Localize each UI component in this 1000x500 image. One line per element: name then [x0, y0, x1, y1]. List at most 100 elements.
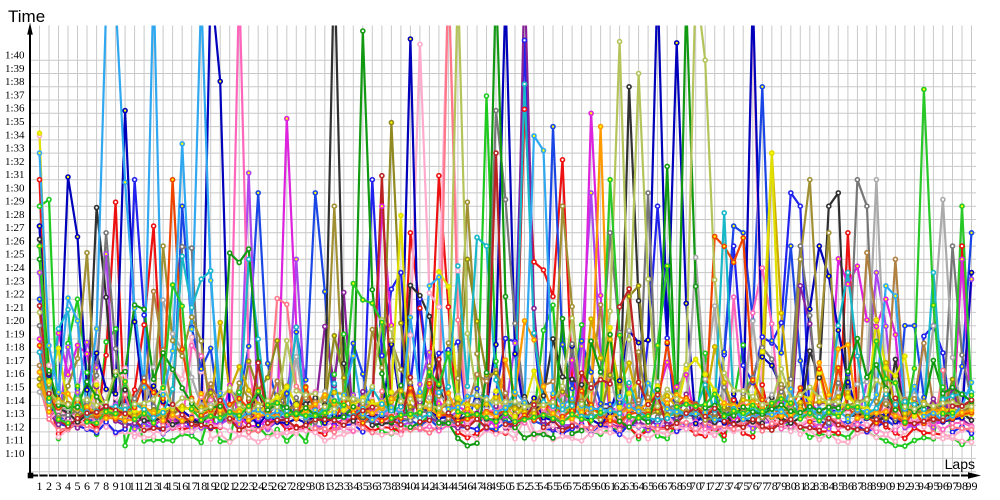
svg-text:70: 70 [690, 479, 702, 493]
svg-text:84: 84 [823, 479, 835, 493]
svg-text:38: 38 [385, 479, 397, 493]
svg-text:16: 16 [176, 479, 188, 493]
svg-text:1:31: 1:31 [5, 169, 25, 181]
svg-text:83: 83 [813, 479, 825, 493]
svg-text:11: 11 [129, 479, 141, 493]
svg-text:1:38: 1:38 [5, 76, 25, 88]
svg-text:73: 73 [718, 479, 730, 493]
svg-text:4: 4 [65, 479, 71, 493]
svg-text:14: 14 [157, 479, 169, 493]
svg-text:60: 60 [595, 479, 607, 493]
svg-text:23: 23 [243, 479, 255, 493]
svg-text:1:20: 1:20 [5, 315, 25, 327]
svg-text:29: 29 [300, 479, 312, 493]
svg-text:66: 66 [652, 479, 664, 493]
svg-text:27: 27 [281, 479, 293, 493]
svg-text:1:32: 1:32 [5, 156, 25, 168]
svg-text:78: 78 [766, 479, 778, 493]
svg-text:56: 56 [557, 479, 569, 493]
svg-text:35: 35 [357, 479, 369, 493]
svg-text:48: 48 [481, 479, 493, 493]
svg-text:1:40: 1:40 [5, 50, 25, 62]
svg-text:90: 90 [880, 479, 892, 493]
svg-text:Time: Time [8, 7, 45, 26]
svg-text:55: 55 [547, 479, 559, 493]
svg-text:17: 17 [186, 479, 198, 493]
svg-text:30: 30 [309, 479, 321, 493]
svg-text:59: 59 [585, 479, 597, 493]
svg-text:46: 46 [461, 479, 473, 493]
svg-text:1:36: 1:36 [5, 103, 25, 115]
svg-text:1:10: 1:10 [5, 448, 25, 460]
svg-text:2: 2 [46, 479, 52, 493]
svg-text:93: 93 [908, 479, 920, 493]
svg-text:61: 61 [604, 479, 616, 493]
svg-text:1:13: 1:13 [5, 408, 25, 420]
svg-text:87: 87 [851, 479, 863, 493]
svg-text:33: 33 [338, 479, 350, 493]
svg-text:1:15: 1:15 [5, 382, 25, 394]
svg-text:34: 34 [347, 479, 359, 493]
svg-text:1:11: 1:11 [5, 435, 24, 447]
svg-text:21: 21 [224, 479, 236, 493]
svg-text:Laps: Laps [945, 456, 975, 472]
svg-text:91: 91 [889, 479, 901, 493]
svg-text:1:33: 1:33 [5, 143, 25, 155]
svg-text:1:14: 1:14 [5, 395, 25, 407]
svg-text:74: 74 [728, 479, 740, 493]
svg-text:76: 76 [747, 479, 759, 493]
svg-text:65: 65 [642, 479, 654, 493]
svg-text:7: 7 [94, 479, 100, 493]
svg-text:37: 37 [376, 479, 388, 493]
svg-text:62: 62 [614, 479, 626, 493]
svg-text:1:12: 1:12 [5, 421, 25, 433]
svg-text:82: 82 [804, 479, 816, 493]
svg-text:96: 96 [937, 479, 949, 493]
svg-text:68: 68 [671, 479, 683, 493]
svg-text:1:30: 1:30 [5, 182, 25, 194]
svg-text:1:25: 1:25 [5, 249, 25, 261]
svg-text:44: 44 [442, 479, 454, 493]
svg-text:19: 19 [205, 479, 217, 493]
svg-text:77: 77 [756, 479, 768, 493]
svg-text:1:16: 1:16 [5, 368, 25, 380]
svg-text:15: 15 [167, 479, 179, 493]
svg-text:42: 42 [423, 479, 435, 493]
svg-text:9: 9 [113, 479, 119, 493]
svg-text:53: 53 [528, 479, 540, 493]
svg-text:63: 63 [623, 479, 635, 493]
svg-text:22: 22 [233, 479, 245, 493]
svg-text:58: 58 [576, 479, 588, 493]
svg-text:43: 43 [433, 479, 445, 493]
svg-text:8: 8 [103, 479, 109, 493]
svg-text:36: 36 [366, 479, 378, 493]
svg-text:1: 1 [37, 479, 43, 493]
svg-text:40: 40 [404, 479, 416, 493]
svg-text:85: 85 [832, 479, 844, 493]
svg-text:95: 95 [927, 479, 939, 493]
svg-text:94: 94 [918, 479, 930, 493]
svg-text:1:27: 1:27 [5, 222, 25, 234]
svg-text:13: 13 [148, 479, 160, 493]
svg-text:49: 49 [490, 479, 502, 493]
svg-text:67: 67 [661, 479, 673, 493]
svg-text:39: 39 [395, 479, 407, 493]
svg-text:69: 69 [680, 479, 692, 493]
svg-text:1:28: 1:28 [5, 209, 25, 221]
svg-text:12: 12 [138, 479, 150, 493]
svg-text:1:23: 1:23 [5, 275, 25, 287]
svg-text:86: 86 [842, 479, 854, 493]
svg-text:41: 41 [414, 479, 426, 493]
svg-text:51: 51 [509, 479, 521, 493]
svg-text:64: 64 [633, 479, 645, 493]
svg-text:89: 89 [870, 479, 882, 493]
svg-text:28: 28 [290, 479, 302, 493]
svg-text:47: 47 [471, 479, 483, 493]
svg-text:5: 5 [75, 479, 81, 493]
svg-text:1:19: 1:19 [5, 328, 25, 340]
svg-text:50: 50 [500, 479, 512, 493]
svg-text:1:26: 1:26 [5, 236, 25, 248]
svg-text:88: 88 [861, 479, 873, 493]
svg-text:81: 81 [794, 479, 806, 493]
svg-text:79: 79 [775, 479, 787, 493]
